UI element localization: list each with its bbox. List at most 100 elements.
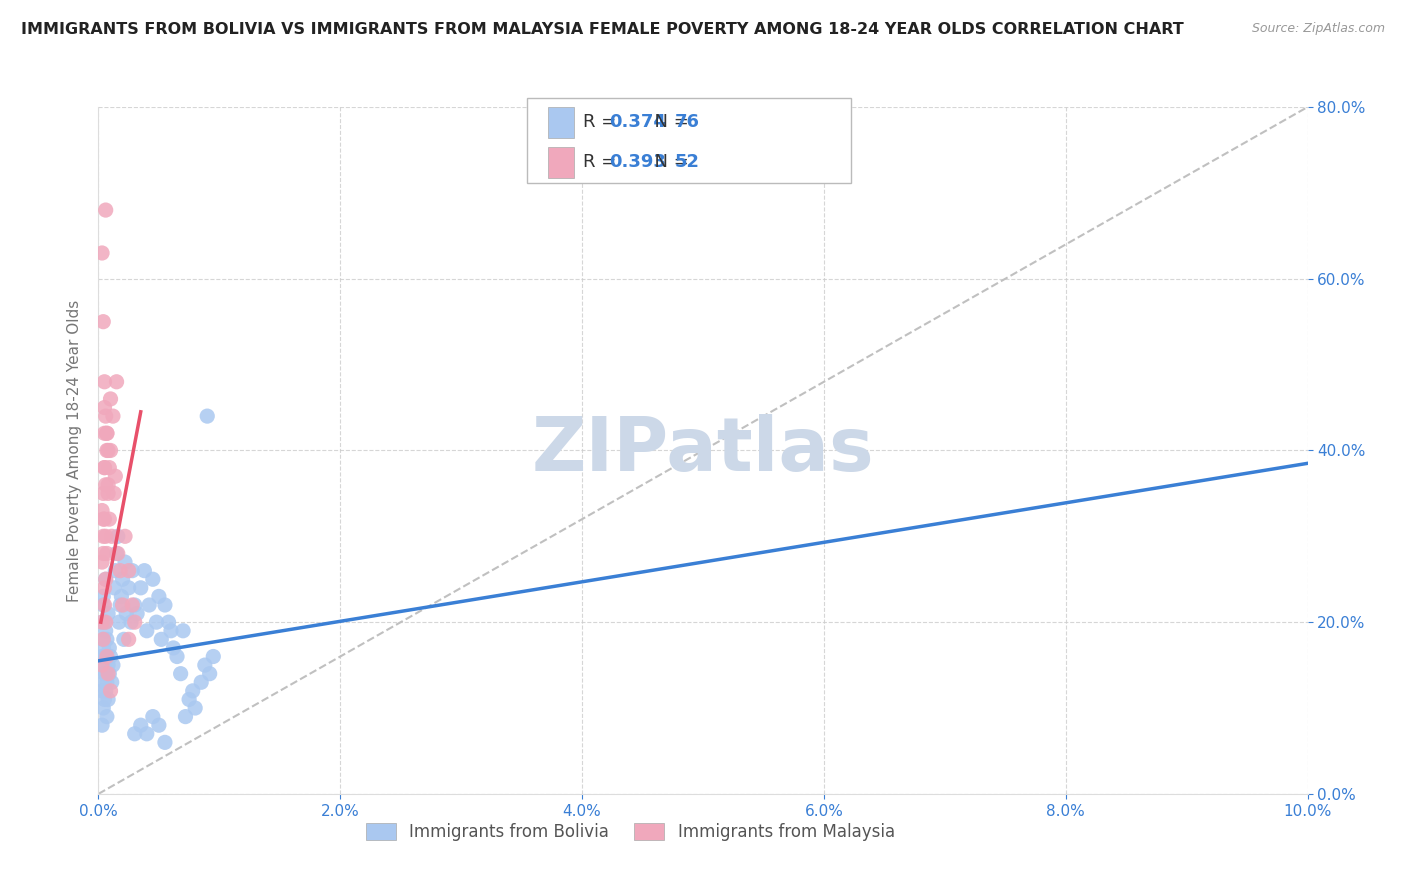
Point xyxy=(118,564,141,578)
Point xyxy=(142,709,165,723)
Point xyxy=(93,658,115,673)
Point xyxy=(124,615,146,630)
Text: Source: ZipAtlas.com: Source: ZipAtlas.com xyxy=(1251,22,1385,36)
Point xyxy=(93,692,115,706)
Point xyxy=(94,649,117,664)
Point xyxy=(195,409,218,423)
Point xyxy=(93,675,115,690)
Point xyxy=(98,512,121,526)
Point xyxy=(124,727,146,741)
Point xyxy=(107,529,129,543)
Point xyxy=(91,503,114,517)
Point xyxy=(148,590,170,604)
Point xyxy=(93,512,115,526)
Point xyxy=(91,615,114,630)
Point xyxy=(98,640,121,655)
Point xyxy=(93,581,115,595)
Point xyxy=(96,426,118,441)
Point xyxy=(101,409,124,423)
Point xyxy=(93,375,115,389)
Point xyxy=(93,460,115,475)
Point xyxy=(97,443,120,458)
Point xyxy=(93,615,115,630)
Point xyxy=(111,598,134,612)
Point xyxy=(91,701,114,715)
Point xyxy=(91,555,114,569)
Point xyxy=(98,666,121,681)
Text: ZIPatlas: ZIPatlas xyxy=(531,414,875,487)
Point xyxy=(91,615,114,630)
Legend: Immigrants from Bolivia, Immigrants from Malaysia: Immigrants from Bolivia, Immigrants from… xyxy=(360,816,901,847)
Point xyxy=(91,640,114,655)
Point xyxy=(111,572,134,586)
Text: R =: R = xyxy=(583,113,623,131)
Point xyxy=(129,581,152,595)
Point xyxy=(91,246,114,260)
Point xyxy=(100,675,122,690)
Point xyxy=(94,202,117,217)
Text: R =: R = xyxy=(583,153,623,171)
Point xyxy=(96,649,118,664)
Point xyxy=(100,649,122,664)
Point xyxy=(110,590,132,604)
Point xyxy=(100,683,122,698)
Point xyxy=(97,666,120,681)
Point xyxy=(91,632,114,647)
Point xyxy=(108,615,131,630)
Point xyxy=(91,546,114,561)
Point xyxy=(114,529,136,543)
Point xyxy=(91,598,114,612)
Point xyxy=(174,709,197,723)
Point xyxy=(114,555,136,569)
Point xyxy=(93,426,115,441)
Point xyxy=(96,426,118,441)
Point xyxy=(135,624,157,638)
Point xyxy=(91,512,114,526)
Point xyxy=(108,598,131,612)
Text: N =: N = xyxy=(643,113,695,131)
Point xyxy=(142,572,165,586)
Point xyxy=(91,683,114,698)
Point xyxy=(104,469,127,483)
Point xyxy=(94,572,117,586)
Point xyxy=(150,632,173,647)
Point xyxy=(94,409,117,423)
Point xyxy=(148,718,170,732)
Point xyxy=(198,666,221,681)
Point xyxy=(93,401,115,415)
Point xyxy=(108,564,131,578)
Point xyxy=(115,607,138,621)
Point xyxy=(91,718,114,732)
Text: IMMIGRANTS FROM BOLIVIA VS IMMIGRANTS FROM MALAYSIA FEMALE POVERTY AMONG 18-24 Y: IMMIGRANTS FROM BOLIVIA VS IMMIGRANTS FR… xyxy=(21,22,1184,37)
Point xyxy=(100,529,122,543)
Point xyxy=(100,392,122,406)
Point xyxy=(153,735,176,749)
Point xyxy=(153,598,176,612)
Point xyxy=(96,632,118,647)
Point xyxy=(94,615,117,630)
Point xyxy=(179,692,201,706)
Point xyxy=(94,478,117,492)
Point xyxy=(91,315,114,329)
Point xyxy=(145,615,167,630)
Point xyxy=(97,658,120,673)
Text: 0.374: 0.374 xyxy=(609,113,665,131)
Text: 0.393: 0.393 xyxy=(609,153,665,171)
Point xyxy=(118,581,141,595)
Point xyxy=(96,546,118,561)
Point xyxy=(94,572,117,586)
Point xyxy=(166,649,188,664)
Point xyxy=(97,692,120,706)
Point xyxy=(91,529,114,543)
Point xyxy=(97,478,120,492)
Point xyxy=(127,607,149,621)
Point xyxy=(93,460,115,475)
Text: N =: N = xyxy=(643,153,695,171)
Point xyxy=(98,460,121,475)
Point xyxy=(91,658,114,673)
Point xyxy=(104,564,127,578)
Point xyxy=(118,632,141,647)
Point xyxy=(96,675,118,690)
Point xyxy=(105,375,128,389)
Point xyxy=(107,546,129,561)
